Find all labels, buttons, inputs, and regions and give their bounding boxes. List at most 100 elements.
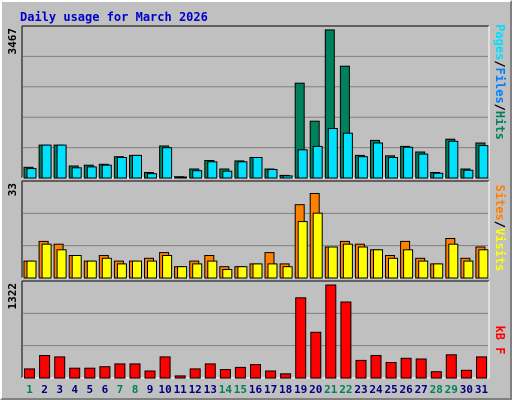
visits-bar [252,263,263,279]
legend-sep: / [493,60,507,67]
visits-bar [357,246,368,279]
kbytes-bar [189,368,201,379]
x-tick-label: 7 [117,383,124,396]
x-tick-label: 6 [102,383,109,396]
x-tick-label: 30 [460,383,473,396]
kbytes-bar [415,358,427,379]
x-tick-label: 2 [41,383,48,396]
pages-bar [312,145,323,179]
pages-bar [463,169,474,179]
y-axis-label-bottom: kB F [493,326,507,355]
visits-bar [282,266,293,279]
kbytes-bar [265,370,277,379]
kbytes-bar [385,362,397,379]
x-tick-label: 16 [249,383,263,396]
kbytes-bar [114,363,126,379]
visits-bar [86,260,97,279]
kbytes-bar [159,356,171,379]
legend-files: Files [493,68,507,104]
visits-bar [388,257,398,279]
y-axis-max-label: 3467 [6,28,19,55]
kbytes-bar [295,297,307,379]
pages-bar [41,144,52,179]
visits-bar [177,266,188,279]
x-tick-label: 4 [71,383,78,396]
kbytes-bar [234,366,246,379]
pages-bar [147,173,157,179]
pages-bar [222,170,233,179]
visits-bar [41,243,52,279]
pages-bar [116,157,127,179]
kbytes-bar [99,366,111,379]
kbytes-bar [84,367,96,379]
x-tick-label: 23 [354,383,367,396]
pages-bar [478,145,489,179]
visits-bar [433,263,444,279]
x-tick-label: 13 [204,383,217,396]
pages-bar [101,164,112,179]
x-tick-label: 26 [399,383,413,396]
kbytes-bar [174,375,186,379]
visits-bar [463,260,474,279]
kbytes-bar [39,355,51,379]
x-tick-label: 22 [339,383,352,396]
pages-bar [297,149,308,179]
kbytes-bar [129,363,141,379]
x-tick-label: 3 [56,383,63,396]
pages-bar [252,157,263,179]
pages-bar [26,168,37,179]
x-tick-label: 1 [26,383,33,396]
kbytes-bar [204,363,216,379]
visits-bar [71,255,82,279]
pages-bar [388,157,398,179]
kbytes-bar [24,368,35,379]
x-tick-label: 11 [174,383,188,396]
pages-bar [207,161,218,179]
visits-bar [162,255,173,279]
legend-kbytes: kB F [493,326,507,355]
pages-bar [448,140,459,179]
x-tick-label: 20 [309,383,322,396]
visits-bar [373,249,383,279]
kbytes-bar [250,364,261,379]
x-tick-label: 28 [430,383,443,396]
visits-bar [56,249,67,279]
pages-bar [56,144,67,179]
visits-bar [101,257,112,279]
visits-bar [403,249,414,279]
x-tick-label: 21 [324,383,338,396]
x-tick-label: 19 [294,383,307,396]
legend-sep: / [493,221,507,228]
kbytes-bar [144,370,156,379]
x-tick-label: 25 [384,383,397,396]
x-tick-label: 29 [445,383,458,396]
x-tick-label: 31 [475,383,489,396]
visits-bar [237,266,248,279]
legend-hits: Hits [493,111,507,140]
visits-bar [116,263,127,279]
visits-bar [207,260,218,279]
legend-sites: Sites [493,185,507,221]
x-tick-label: 18 [279,383,292,396]
x-tick-label: 9 [147,383,154,396]
kbytes-bar [430,371,442,379]
pages-bar [403,146,414,179]
kbytes-bar [476,356,487,379]
visits-bar [132,260,142,279]
pages-bar [342,132,353,179]
pages-bar [162,147,173,179]
kbytes-bar [310,331,322,379]
pages-bar [327,128,338,179]
x-tick-label: 27 [415,383,428,396]
kbytes-bar [54,356,66,379]
pages-bar [373,142,383,179]
kbytes-bar [460,369,472,379]
y-axis-max-label: 1322 [6,283,19,310]
x-tick-label: 15 [234,383,247,396]
y-axis-max-label: 33 [6,183,19,196]
kbytes-bar [445,354,457,379]
visits-bar [297,221,308,279]
pages-bar [282,175,293,179]
